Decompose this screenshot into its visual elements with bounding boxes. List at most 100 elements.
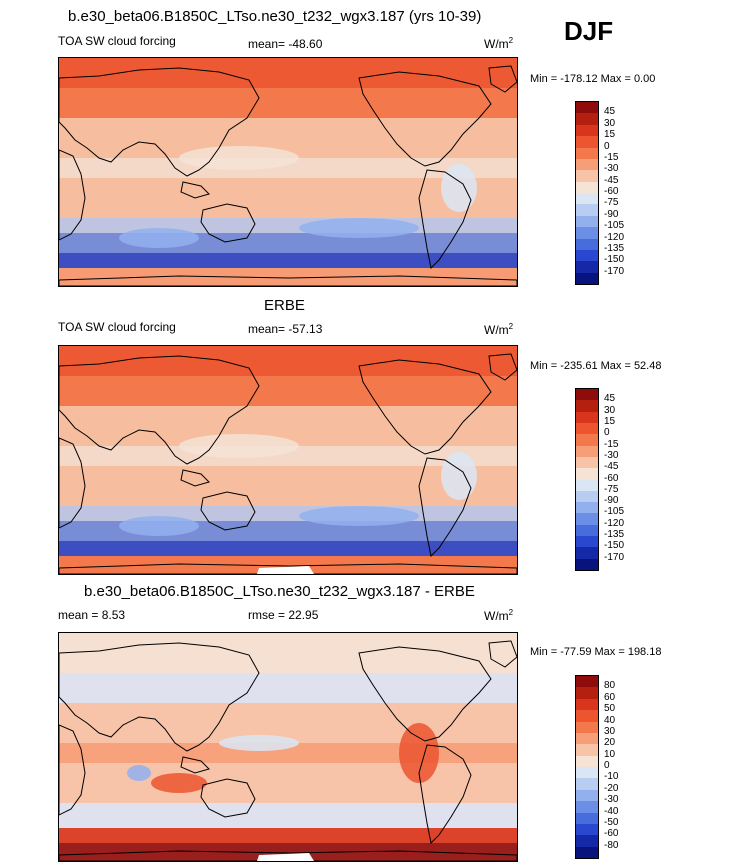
map-field-band (59, 158, 517, 178)
colorbar-swatch (576, 181, 598, 193)
colorbar-swatch (576, 676, 598, 688)
map-field-band (59, 178, 517, 218)
colorbar-swatch (576, 801, 598, 813)
coastline (358, 359, 492, 455)
colorbar-swatch (576, 434, 598, 446)
colorbar-tick-label: -80 (604, 839, 619, 851)
colorbar-tick-label: 15 (604, 415, 616, 427)
figure-title: b.e30_beta06.B1850C_LTso.ne30_t232_wgx3.… (68, 8, 482, 25)
colorbar-swatch (576, 272, 598, 284)
colorbar-swatch (576, 846, 598, 858)
colorbar-tick-label: -135 (604, 529, 625, 541)
panel1-colorbar (575, 101, 599, 285)
colorbar-tick-label: 10 (604, 748, 616, 760)
colorbar-swatch (576, 422, 598, 435)
map-field-band (59, 268, 517, 286)
colorbar-swatch (576, 823, 598, 836)
colorbar-swatch (576, 147, 598, 159)
missing-data-mask (257, 853, 314, 861)
map-field-band (59, 88, 517, 118)
panel1-variable-label: TOA SW cloud forcing (58, 34, 176, 48)
colorbar-swatch (576, 468, 598, 480)
colorbar-tick-label: -40 (604, 805, 619, 817)
colorbar-swatch (576, 113, 598, 125)
panel1-minmax: Min = -178.12 Max = 0.00 (530, 73, 656, 85)
colorbar-tick-label: -45 (604, 461, 619, 473)
colorbar-tick-label: -30 (604, 449, 619, 461)
colorbar-tick-label: -10 (604, 771, 619, 783)
map-field-band (59, 376, 517, 406)
map-field-band (59, 803, 517, 828)
colorbar-tick-label: -15 (604, 151, 619, 163)
map-field-anomaly (399, 723, 439, 783)
colorbar-swatch (576, 755, 598, 767)
colorbar-tick-label: -90 (604, 495, 619, 507)
colorbar-tick-label: 80 (604, 680, 616, 692)
colorbar-swatch (576, 744, 598, 756)
map-field-anomaly (219, 735, 299, 751)
map-field-band (59, 58, 517, 88)
colorbar-tick-label: 20 (604, 737, 616, 749)
colorbar-swatch (576, 698, 598, 711)
colorbar-swatch (576, 215, 598, 228)
colorbar-tick-label: 45 (604, 106, 616, 118)
colorbar-tick-label: -20 (604, 782, 619, 794)
colorbar-tick-label: -30 (604, 163, 619, 175)
colorbar-tick-label: -90 (604, 208, 619, 220)
map-field-anomaly (441, 164, 477, 212)
map-field-anomaly (179, 146, 299, 170)
colorbar-tick-label: -105 (604, 506, 625, 518)
colorbar-tick-label: 45 (604, 393, 616, 405)
colorbar-swatch (576, 710, 598, 722)
colorbar-swatch (576, 558, 598, 570)
coastline (59, 275, 517, 286)
colorbar-swatch (576, 524, 598, 537)
panel3-mean-label: mean = 8.53 (58, 608, 126, 622)
colorbar-swatch (576, 389, 598, 401)
colorbar-tick-label: 30 (604, 404, 616, 416)
panel3-rmse-label: rmse = 22.95 (248, 608, 319, 622)
missing-data-mask (257, 566, 314, 574)
coastline (200, 491, 256, 531)
panel2-variable-label: TOA SW cloud forcing (58, 320, 176, 334)
coastline (59, 437, 86, 529)
colorbar-tick-label: 50 (604, 703, 616, 715)
colorbar-tick-label: -150 (604, 254, 625, 266)
colorbar-tick-label: 40 (604, 714, 616, 726)
colorbar-swatch (576, 456, 598, 469)
colorbar-swatch (576, 547, 598, 559)
coastline (358, 71, 492, 167)
colorbar-swatch (576, 687, 598, 699)
panel1-map (58, 57, 518, 287)
colorbar-tick-label: 30 (604, 117, 616, 129)
map-field-anomaly (119, 516, 199, 536)
colorbar-swatch (576, 124, 598, 137)
map-field-anomaly (299, 506, 419, 526)
colorbar-tick-label: 0 (604, 760, 610, 771)
colorbar-swatch (576, 479, 598, 491)
map-field-band (59, 506, 517, 521)
coastline (59, 149, 86, 241)
colorbar-tick-label: -120 (604, 517, 625, 529)
map-field-anomaly (179, 434, 299, 458)
colorbar-swatch (576, 238, 598, 250)
colorbar-tick-label: 60 (604, 691, 616, 703)
colorbar-swatch (576, 778, 598, 790)
colorbar-tick-label: -60 (604, 472, 619, 484)
coastline (488, 353, 517, 381)
map-field-band (59, 346, 517, 376)
colorbar-swatch (576, 102, 598, 114)
coastline (59, 355, 260, 465)
colorbar-swatch (576, 812, 598, 824)
colorbar-tick-label: 15 (604, 129, 616, 141)
colorbar-tick-label: -50 (604, 816, 619, 828)
map-field-band (59, 446, 517, 466)
colorbar-swatch (576, 835, 598, 847)
map-field-anomaly (127, 765, 151, 781)
map-field-band (59, 703, 517, 743)
coastline (180, 181, 210, 199)
panel2-map (58, 345, 518, 575)
panel1-mean-label: mean= -48.60 (248, 37, 323, 51)
coastline (418, 169, 472, 270)
panel2-title: ERBE (264, 297, 305, 314)
